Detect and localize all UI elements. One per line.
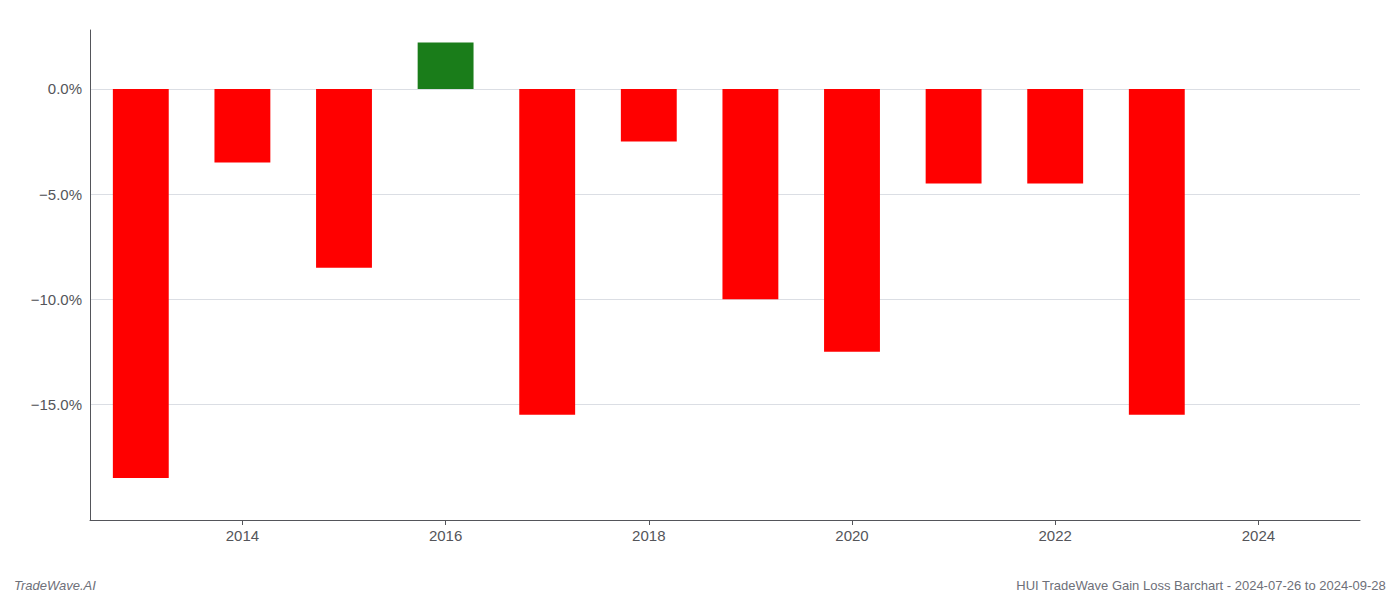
- svg-text:2014: 2014: [226, 527, 259, 544]
- svg-text:2022: 2022: [1039, 527, 1072, 544]
- svg-text:−5.0%: −5.0%: [39, 186, 82, 203]
- svg-text:−15.0%: −15.0%: [31, 396, 82, 413]
- svg-text:TradeWave.AI: TradeWave.AI: [14, 578, 96, 593]
- svg-text:−10.0%: −10.0%: [31, 291, 82, 308]
- svg-text:0.0%: 0.0%: [48, 80, 82, 97]
- svg-text:2016: 2016: [429, 527, 462, 544]
- svg-text:2020: 2020: [835, 527, 868, 544]
- svg-text:2024: 2024: [1242, 527, 1275, 544]
- svg-text:2018: 2018: [632, 527, 665, 544]
- svg-text:HUI TradeWave Gain Loss Barcha: HUI TradeWave Gain Loss Barchart - 2024-…: [1016, 578, 1386, 593]
